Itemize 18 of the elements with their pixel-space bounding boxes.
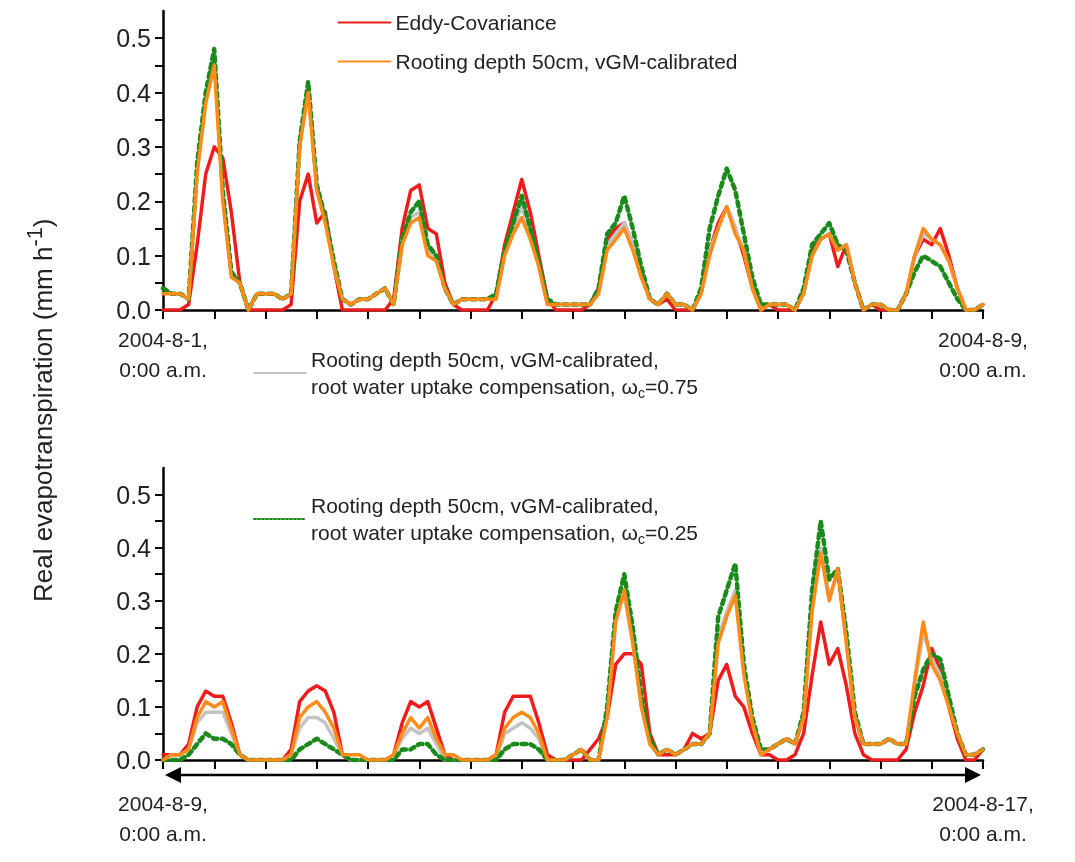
y-tick-label: 0.4 bbox=[116, 78, 152, 107]
x-tick-label: 2004-8-9, 0:00 a.m. bbox=[938, 327, 1028, 381]
y-tick-label: 0.1 bbox=[116, 241, 151, 270]
x-tick-label: 2004-8-1, 0:00 a.m. bbox=[118, 327, 208, 381]
y-tick-label: 0.0 bbox=[116, 746, 151, 774]
x-tick-label: 2004-8-17, 0:00 a.m. bbox=[932, 791, 1034, 845]
y-tick-label: 0.5 bbox=[116, 480, 151, 509]
y-tick-label: 0.1 bbox=[116, 692, 151, 721]
y-tick-label: 0.3 bbox=[116, 586, 151, 615]
y-tick-label: 0.2 bbox=[116, 639, 151, 668]
legend-label: Eddy-Covariance bbox=[395, 11, 557, 34]
y-tick-label: 0.4 bbox=[116, 533, 152, 562]
y-tick-label: 0.3 bbox=[116, 132, 151, 161]
y-tick-label: 0.5 bbox=[116, 24, 151, 53]
y-tick-label: 0.0 bbox=[116, 296, 151, 324]
x-tick-label: 2004-8-9, 0:00 a.m. bbox=[118, 791, 208, 845]
legend-label: Rooting depth 50cm, vGM-calibrated bbox=[395, 50, 738, 73]
y-tick-label: 0.2 bbox=[116, 187, 151, 216]
